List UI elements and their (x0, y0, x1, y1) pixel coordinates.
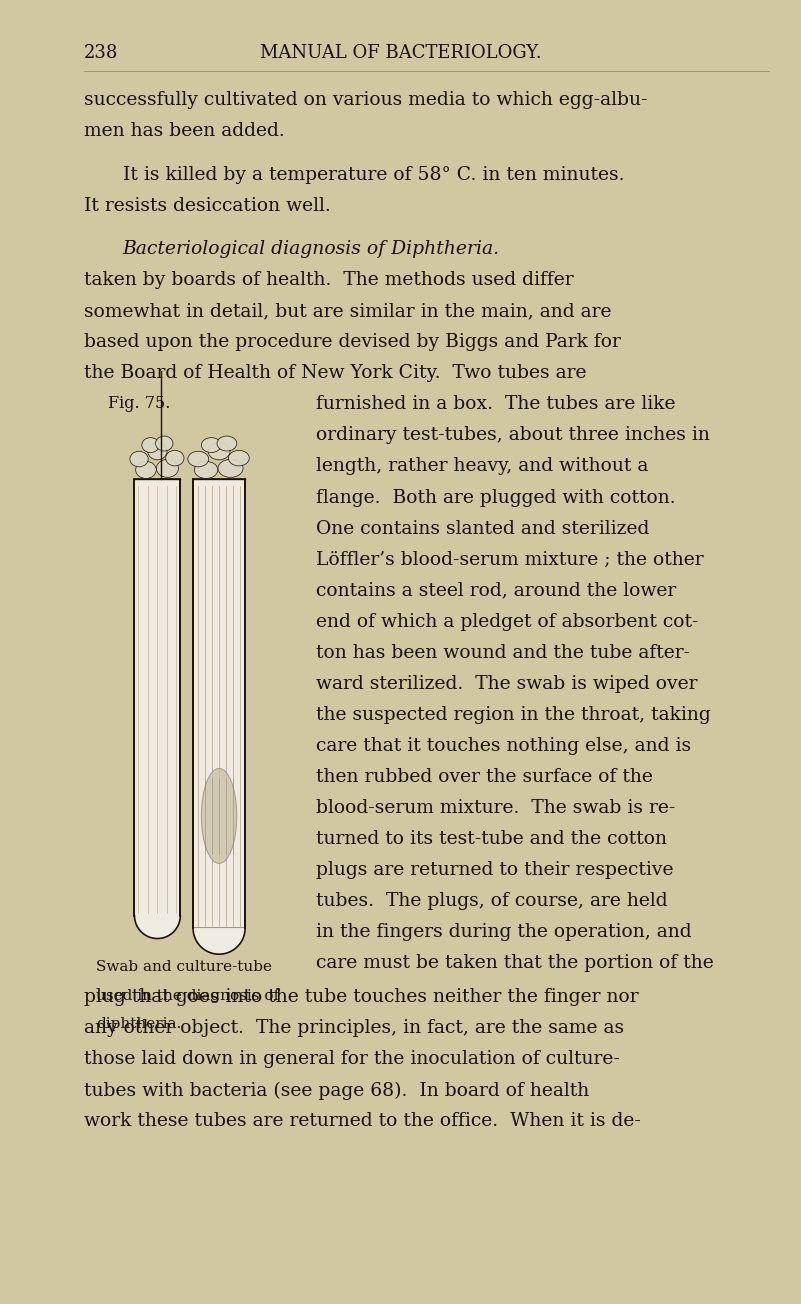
Text: contains a steel rod, around the lower: contains a steel rod, around the lower (316, 582, 677, 600)
Text: blood-serum mixture.  The swab is re-: blood-serum mixture. The swab is re- (316, 799, 676, 816)
Text: It is killed by a temperature of 58° C. in ten minutes.: It is killed by a temperature of 58° C. … (123, 166, 624, 184)
Ellipse shape (201, 438, 221, 452)
Ellipse shape (156, 459, 179, 477)
Text: One contains slanted and sterilized: One contains slanted and sterilized (316, 519, 650, 537)
Ellipse shape (187, 451, 208, 467)
Ellipse shape (228, 450, 249, 466)
Text: length, rather heavy, and without a: length, rather heavy, and without a (316, 458, 649, 476)
Text: care that it touches nothing else, and is: care that it touches nothing else, and i… (316, 737, 691, 755)
Text: ordinary test-tubes, about three inches in: ordinary test-tubes, about three inches … (316, 426, 710, 445)
Text: based upon the procedure devised by Biggs and Park for: based upon the procedure devised by Bigg… (84, 334, 621, 351)
Ellipse shape (155, 436, 173, 451)
Ellipse shape (166, 450, 184, 466)
Text: plugs are returned to their respective: plugs are returned to their respective (316, 861, 674, 879)
Text: in the fingers during the operation, and: in the fingers during the operation, and (316, 923, 692, 941)
Text: Bacteriological diagnosis of Diphtheria.: Bacteriological diagnosis of Diphtheria. (123, 240, 500, 258)
Polygon shape (135, 915, 180, 939)
Text: tubes.  The plugs, of course, are held: tubes. The plugs, of course, are held (316, 892, 668, 910)
Text: taken by boards of health.  The methods used differ: taken by boards of health. The methods u… (84, 271, 574, 289)
Text: the Board of Health of New York City.  Two tubes are: the Board of Health of New York City. Tw… (84, 364, 586, 382)
Text: men has been added.: men has been added. (84, 123, 285, 141)
Ellipse shape (147, 443, 167, 460)
Ellipse shape (217, 436, 237, 451)
Ellipse shape (208, 443, 230, 460)
Text: diphtheria.: diphtheria. (96, 1017, 181, 1031)
Text: Löffler’s blood-serum mixture ; the other: Löffler’s blood-serum mixture ; the othe… (316, 550, 704, 569)
Text: MANUAL OF BACTERIOLOGY.: MANUAL OF BACTERIOLOGY. (260, 44, 541, 63)
Text: then rubbed over the surface of the: then rubbed over the surface of the (316, 768, 654, 786)
Polygon shape (193, 928, 245, 955)
Ellipse shape (135, 462, 156, 479)
Text: plug that goes into the tube touches neither the finger nor: plug that goes into the tube touches nei… (84, 988, 638, 1007)
Ellipse shape (130, 451, 148, 467)
Text: somewhat in detail, but are similar in the main, and are: somewhat in detail, but are similar in t… (84, 303, 612, 321)
Text: Swab and culture-tube: Swab and culture-tube (96, 960, 272, 974)
Bar (193, 480, 245, 928)
Text: turned to its test-tube and the cotton: turned to its test-tube and the cotton (316, 829, 667, 848)
Ellipse shape (218, 459, 243, 477)
Text: ward sterilized.  The swab is wiped over: ward sterilized. The swab is wiped over (316, 674, 698, 692)
Bar (135, 480, 180, 915)
Text: ton has been wound and the tube after-: ton has been wound and the tube after- (316, 644, 690, 661)
Text: Fig. 75.: Fig. 75. (108, 395, 171, 412)
Text: furnished in a box.  The tubes are like: furnished in a box. The tubes are like (316, 395, 676, 413)
Text: 238: 238 (84, 44, 119, 63)
Text: used in the diagnosis of: used in the diagnosis of (96, 988, 280, 1003)
Text: work these tubes are returned to the office.  When it is de-: work these tubes are returned to the off… (84, 1112, 641, 1131)
Ellipse shape (195, 462, 218, 479)
Ellipse shape (201, 768, 237, 863)
Text: any other object.  The principles, in fact, are the same as: any other object. The principles, in fac… (84, 1020, 624, 1037)
Text: end of which a pledget of absorbent cot-: end of which a pledget of absorbent cot- (316, 613, 699, 631)
Text: flange.  Both are plugged with cotton.: flange. Both are plugged with cotton. (316, 489, 676, 506)
Text: the suspected region in the throat, taking: the suspected region in the throat, taki… (316, 705, 711, 724)
Text: those laid down in general for the inoculation of culture-: those laid down in general for the inocu… (84, 1050, 620, 1068)
Text: successfully cultivated on various media to which egg-albu-: successfully cultivated on various media… (84, 91, 647, 110)
Text: tubes with bacteria (see page 68).  In board of health: tubes with bacteria (see page 68). In bo… (84, 1081, 590, 1099)
Text: It resists desiccation well.: It resists desiccation well. (84, 197, 331, 215)
Ellipse shape (142, 438, 159, 452)
Text: care must be taken that the portion of the: care must be taken that the portion of t… (316, 955, 714, 971)
